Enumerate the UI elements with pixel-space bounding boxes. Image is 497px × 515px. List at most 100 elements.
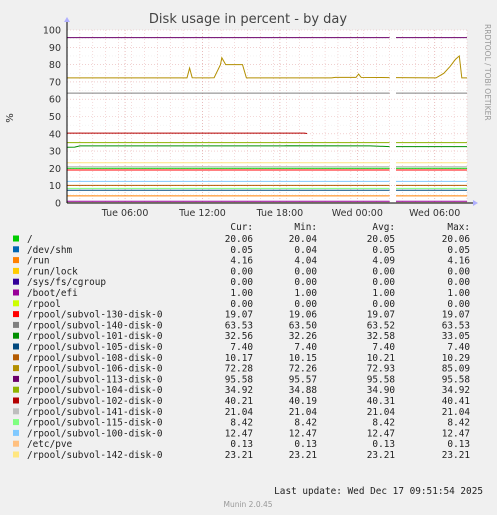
legend-name: /rpool/subvol-105-disk-0 <box>27 342 163 353</box>
legend-value-min: 0.00 <box>294 277 317 288</box>
legend-name: /rpool <box>27 299 61 310</box>
legend-swatch <box>13 332 19 339</box>
legend-swatch <box>13 235 19 242</box>
legend-swatch <box>13 365 19 372</box>
legend-value-max: 21.04 <box>442 407 471 418</box>
legend-name: /rpool/subvol-130-disk-0 <box>27 310 163 321</box>
legend-value-avg: 63.52 <box>367 320 395 331</box>
legend-value-min: 1.00 <box>294 288 317 299</box>
legend-value-avg: 72.93 <box>367 364 395 375</box>
legend-name: /rpool/subvol-115-disk-0 <box>27 418 163 429</box>
legend-name: /boot/efi <box>27 288 78 299</box>
legend-name: / <box>27 234 33 245</box>
y-tick-label: 100 <box>43 26 61 37</box>
legend-name: /rpool/subvol-141-disk-0 <box>27 407 163 418</box>
x-tick-label: Wed 06:00 <box>409 208 460 219</box>
legend-value-min: 21.04 <box>289 407 318 418</box>
x-tick-label: Tue 12:00 <box>178 208 226 219</box>
legend-value-max: 85.09 <box>442 364 471 375</box>
legend-value-cur: 1.00 <box>230 288 253 299</box>
legend-value-max: 0.05 <box>447 245 470 256</box>
legend-value-avg: 34.90 <box>367 385 396 396</box>
legend-value-min: 19.06 <box>289 310 318 321</box>
legend-swatch <box>13 311 19 318</box>
legend-value-max: 33.05 <box>442 331 470 342</box>
legend-swatch <box>13 386 19 393</box>
legend-header-avg: Avg: <box>372 222 395 233</box>
legend-header-cur: Cur: <box>230 222 253 233</box>
legend-value-cur: 21.04 <box>225 407 254 418</box>
legend-name: /rpool/subvol-140-disk-0 <box>27 320 163 331</box>
legend-value-max: 12.47 <box>442 428 470 439</box>
legend-value-cur: 0.00 <box>230 266 253 277</box>
legend-value-cur: 40.21 <box>225 396 254 407</box>
legend-value-avg: 32.58 <box>367 331 396 342</box>
legend-value-avg: 0.00 <box>372 277 395 288</box>
legend-value-min: 23.21 <box>289 450 318 461</box>
legend-value-min: 0.00 <box>294 266 317 277</box>
legend-value-cur: 19.07 <box>225 310 253 321</box>
chart-title: Disk usage in percent - by day <box>149 12 347 27</box>
legend-name: /run <box>27 256 50 267</box>
y-tick-label: 10 <box>49 181 61 192</box>
legend-swatch <box>13 300 19 307</box>
x-tick-labels: Tue 06:00 Tue 12:00 Tue 18:00 Wed 00:00 Wed … <box>101 208 461 219</box>
legend-value-avg: 7.40 <box>372 342 395 353</box>
legend-header-min: Min: <box>294 222 317 233</box>
legend-value-max: 20.06 <box>442 234 471 245</box>
legend-value-cur: 0.00 <box>230 277 253 288</box>
legend-swatch <box>13 354 19 361</box>
legend-swatch <box>13 419 19 426</box>
x-tick-label: Tue 18:00 <box>256 208 304 219</box>
legend-value-max: 34.92 <box>442 385 470 396</box>
legend-value-avg: 10.21 <box>367 353 396 364</box>
legend-name: /rpool/subvol-102-disk-0 <box>27 396 163 407</box>
legend-swatch <box>13 408 19 415</box>
legend-value-avg: 0.00 <box>372 299 395 310</box>
legend-value-max: 10.29 <box>442 353 471 364</box>
legend-value-min: 0.13 <box>294 439 317 450</box>
legend-swatch <box>13 397 19 404</box>
legend-value-avg: 8.42 <box>372 418 395 429</box>
legend-value-cur: 7.40 <box>230 342 253 353</box>
legend-value-max: 95.58 <box>442 374 471 385</box>
legend-swatch <box>13 257 19 264</box>
last-update-text: Last update: Wed Dec 17 09:51:54 2025 <box>274 486 483 497</box>
legend-swatch <box>13 289 19 296</box>
legend-value-max: 4.16 <box>447 256 470 267</box>
legend-value-avg: 0.05 <box>372 245 395 256</box>
legend-value-min: 4.04 <box>294 256 317 267</box>
legend-value-cur: 34.92 <box>225 385 253 396</box>
legend-value-cur: 4.16 <box>230 256 253 267</box>
legend-value-cur: 0.13 <box>230 439 253 450</box>
legend-value-max: 1.00 <box>447 288 470 299</box>
legend-swatch <box>13 375 19 382</box>
legend-value-cur: 0.00 <box>230 299 253 310</box>
legend-value-min: 95.57 <box>289 374 317 385</box>
y-tick-label: 40 <box>49 129 61 140</box>
legend-value-avg: 95.58 <box>367 374 396 385</box>
legend-value-max: 0.00 <box>447 299 470 310</box>
x-tick-label: Tue 06:00 <box>101 208 149 219</box>
legend-value-avg: 21.04 <box>367 407 396 418</box>
legend-value-max: 0.00 <box>447 266 470 277</box>
legend-value-cur: 12.47 <box>225 428 253 439</box>
x-axis-arrow <box>473 200 478 206</box>
legend-value-cur: 20.06 <box>225 234 254 245</box>
legend-swatch <box>13 321 19 328</box>
y-tick-label: 50 <box>49 112 61 123</box>
series-line <box>66 145 467 148</box>
legend-value-min: 32.26 <box>289 331 318 342</box>
legend-name: /rpool/subvol-104-disk-0 <box>27 385 163 396</box>
legend-value-avg: 1.00 <box>372 288 395 299</box>
legend-swatch <box>13 440 19 447</box>
legend-value-cur: 0.05 <box>230 245 253 256</box>
legend-value-cur: 8.42 <box>230 418 253 429</box>
legend: Cur: Min: Avg: Max: / 20.06 20.04 20.05 20.0… <box>13 222 470 461</box>
legend-value-min: 0.04 <box>294 245 317 256</box>
grid <box>66 29 468 204</box>
munin-version: Munin 2.0.45 <box>223 500 272 509</box>
legend-swatch <box>13 343 19 350</box>
legend-name: /rpool/subvol-113-disk-0 <box>27 374 163 385</box>
